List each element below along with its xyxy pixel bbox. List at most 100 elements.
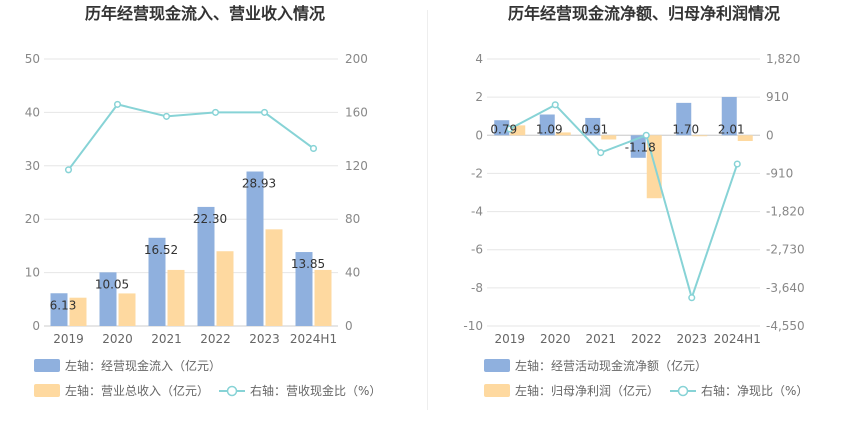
chart1-line-point <box>211 108 220 116</box>
chart2-right-tick-label: 1,820 <box>766 52 800 66</box>
chart1-bar-s1 <box>148 237 166 326</box>
chart1-legend-label: 左轴：经营现金流入（亿元） <box>65 358 221 373</box>
chart1-left-tick-label: 30 <box>25 159 40 173</box>
chart2-bar-s2 <box>555 132 571 136</box>
chart2-line-point <box>688 294 696 302</box>
chart2-left-tick-label: -4 <box>471 205 483 219</box>
chart2-bar-s1 <box>494 120 510 136</box>
chart2-line-point <box>506 125 514 133</box>
chart2-right-tick-label: 910 <box>766 90 789 104</box>
chart1-x-tick-label: 2019 <box>53 332 84 346</box>
chart1-right-tick-label: 40 <box>345 266 360 280</box>
chart1-data-label: 28.93 <box>242 177 276 191</box>
chart2-bar-s1 <box>721 96 737 136</box>
chart2-bar-s2 <box>510 125 526 136</box>
chart2-x-tick-label: 2019 <box>494 332 525 346</box>
chart2-bar-s1 <box>676 102 692 136</box>
chart1-legend-label: 右轴：营收现金比（%） <box>250 383 381 398</box>
chart2-left-tick-label: -2 <box>471 166 483 180</box>
chart1-right-tick-label: 80 <box>345 212 360 226</box>
chart1-line-point <box>162 112 171 120</box>
chart1-data-label: 22.30 <box>193 212 227 226</box>
chart2-left-tick-label: -6 <box>471 243 483 257</box>
chart2-data-label: 1.70 <box>672 122 699 136</box>
chart2-x-tick-label: 2023 <box>676 332 707 346</box>
chart1-bar-s2 <box>118 293 136 326</box>
chart2-right-tick-label: 0 <box>766 128 774 142</box>
chart1-right-tick-label: 200 <box>345 52 368 66</box>
chart2-left-tick-label: 2 <box>475 90 483 104</box>
chart2-legend-swatch <box>484 384 510 397</box>
chart2-bar-s1 <box>630 135 646 158</box>
chart2-legend-label: 左轴：经营活动现金流净额（亿元） <box>515 358 707 373</box>
chart1-title: 历年经营现金流入、营业收入情况 <box>85 4 325 23</box>
chart1-data-label: 16.52 <box>144 243 178 257</box>
chart1-left-tick-label: 10 <box>25 266 40 280</box>
chart2-left-tick-label: 4 <box>475 52 483 66</box>
chart1-bar-s2 <box>167 269 185 326</box>
chart2-x-tick-label: 2020 <box>540 332 571 346</box>
chart1-left-tick-label: 40 <box>25 105 40 119</box>
chart2-bar-s2 <box>692 135 708 137</box>
chart2-data-label: 0.79 <box>490 122 517 136</box>
chart2-line-point <box>551 101 559 109</box>
chart1-left-tick-label: 0 <box>32 319 40 333</box>
chart1-x-tick-label: 2024H1 <box>290 332 337 346</box>
chart2-left-tick-label: 0 <box>475 128 483 142</box>
chart1-bar-s1 <box>295 252 313 326</box>
chart1-data-label: 6.13 <box>50 298 77 312</box>
chart2-line-point <box>597 149 605 157</box>
chart1-line-point <box>64 166 73 174</box>
chart1-bar-s1 <box>246 171 264 326</box>
chart2-bar-s1 <box>585 117 601 136</box>
chart2-bar-s1 <box>539 114 555 136</box>
chart2-legend-label: 左轴：归母净利润（亿元） <box>515 383 659 398</box>
chart2-x-tick-label: 2022 <box>631 332 662 346</box>
chart2-right-tick-label: -910 <box>766 166 793 180</box>
chart1-x-tick-label: 2022 <box>200 332 231 346</box>
chart1-line-point <box>260 108 269 116</box>
chart1-data-label: 13.85 <box>291 257 325 271</box>
chart2-right-tick-label: -3,640 <box>766 281 805 295</box>
chart1-right-tick-label: 160 <box>345 105 368 119</box>
chart2-data-label: 2.01 <box>718 122 745 136</box>
chart1-bar-s2 <box>69 297 87 326</box>
chart2-x-tick-label: 2021 <box>585 332 616 346</box>
chart1-legend-swatch <box>34 384 60 397</box>
chart1-legend-marker <box>226 385 238 397</box>
chart1-right-tick-label: 0 <box>345 319 353 333</box>
chart2-line-point <box>642 131 650 139</box>
chart1-legend-label: 左轴：营业总收入（亿元） <box>65 383 209 398</box>
chart2-legend-marker <box>677 385 689 397</box>
chart2-data-label: -1.18 <box>625 140 656 154</box>
chart1-left-tick-label: 50 <box>25 52 40 66</box>
chart1-x-tick-label: 2023 <box>249 332 280 346</box>
chart1-line-point <box>309 144 318 152</box>
chart2-left-tick-label: -8 <box>471 281 483 295</box>
chart2-line-point <box>733 160 741 168</box>
chart2-data-label: 1.09 <box>536 122 563 136</box>
chart2-line-series <box>509 103 739 302</box>
chart1-bar-s2 <box>265 229 283 326</box>
chart1-bar-s1 <box>50 293 68 326</box>
chart1-legend-swatch <box>34 359 60 372</box>
chart2-bar-s2 <box>601 135 617 140</box>
chart2-right-tick-label: -1,820 <box>766 205 805 219</box>
chart1-line-series <box>67 103 315 171</box>
chart2-title: 历年经营现金流净额、归母净利润情况 <box>508 4 780 23</box>
chart1-line-point <box>113 100 122 108</box>
chart2-legend-swatch <box>484 359 510 372</box>
chart1-x-tick-label: 2021 <box>151 332 182 346</box>
chart1-x-tick-label: 2020 <box>102 332 133 346</box>
chart1-bar-s1 <box>99 272 117 326</box>
chart2-data-label: 0.91 <box>581 122 608 136</box>
chart2-left-tick-label: -10 <box>463 319 483 333</box>
chart2-legend-label: 右轴：净现比（%） <box>701 383 808 398</box>
panel-divider <box>427 10 428 410</box>
chart2-right-tick-label: -4,550 <box>766 319 805 333</box>
chart2-right-tick-label: -2,730 <box>766 243 805 257</box>
chart1-bar-s2 <box>314 269 332 326</box>
chart2-x-tick-label: 2024H1 <box>714 332 761 346</box>
